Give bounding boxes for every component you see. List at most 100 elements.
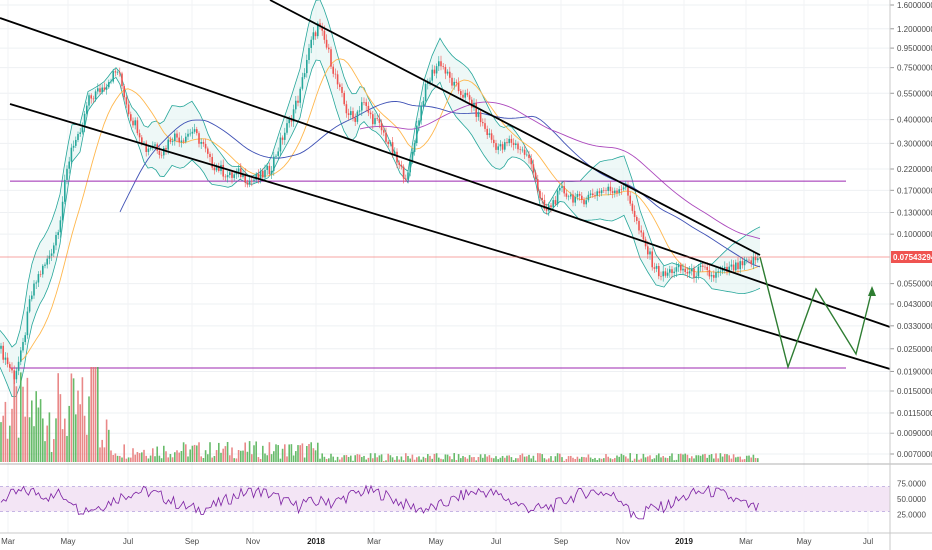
candle-body [438, 61, 440, 67]
candle-body [92, 98, 95, 100]
candle-body [673, 271, 675, 274]
volume-bar [35, 391, 37, 462]
candle-body [345, 104, 348, 114]
volume-bar [11, 408, 13, 462]
volume-bar [75, 414, 77, 462]
volume-bar [125, 458, 128, 462]
volume-bar [710, 454, 713, 462]
candle-body [123, 86, 125, 98]
volume-bar [479, 454, 482, 462]
volume-bar [358, 454, 361, 462]
volume-bar [92, 367, 95, 462]
volume-bar [46, 425, 48, 462]
volume-bar [363, 455, 365, 462]
candle-body [572, 194, 574, 203]
volume-bar [618, 456, 620, 462]
candle-body [189, 133, 191, 135]
volume-bar [341, 457, 343, 462]
candle-body [746, 259, 748, 261]
price-axis[interactable]: 1.60000000 1.20000000 0.95000000 0.75000000… [890, 1, 932, 459]
candle-body [444, 66, 447, 74]
volume-bar [235, 458, 238, 462]
volume-bar [567, 456, 570, 462]
candle-body [284, 132, 286, 140]
volume-bar [464, 457, 466, 462]
candle-body [312, 32, 315, 40]
x-tick-label: Nov [246, 537, 260, 546]
volume-bar [438, 457, 440, 462]
volume-bar [288, 444, 290, 462]
volume-bar [141, 452, 143, 462]
x-tick-label: 2019 [675, 537, 693, 546]
candle-body [178, 137, 180, 143]
volume-bar [576, 456, 579, 462]
candle-body [50, 253, 53, 256]
candle-body [204, 143, 207, 149]
volume-bar [233, 458, 235, 462]
volume-bar [81, 377, 84, 462]
candle-body [2, 345, 4, 360]
volume-bar [110, 450, 112, 462]
volume-bar [585, 457, 587, 462]
candle-body [625, 186, 627, 188]
candle-body [253, 179, 255, 181]
candle-body [145, 142, 147, 152]
volume-bar [726, 454, 728, 462]
rsi-band [0, 486, 890, 512]
candle-body [464, 92, 466, 98]
candle-body [103, 87, 106, 90]
volume-bar [332, 456, 334, 462]
volume-bar [682, 454, 684, 462]
volume-bar [215, 450, 218, 462]
volume-bar [398, 459, 400, 462]
candle-body [495, 143, 497, 150]
volume-bar [275, 444, 277, 462]
volume-bar [680, 453, 682, 462]
volume-bar [706, 457, 708, 462]
volume-bar [409, 458, 411, 462]
volume-bar [402, 460, 405, 462]
volume-bar [343, 455, 345, 462]
volume-bar [493, 458, 495, 462]
time-axis[interactable]: Mar May Jul Sep Nov 2018 Mar May Jul Sep Nov 2019 Ma… [1, 537, 873, 546]
volume-bar [57, 373, 59, 462]
moving-averages [19, 58, 761, 362]
candle-body [704, 266, 706, 268]
candle-body [455, 81, 458, 83]
volume-bar [693, 458, 695, 462]
candle-body [4, 357, 7, 360]
volume-bar [171, 457, 174, 462]
volume-bar [752, 454, 755, 462]
volume-bar [453, 453, 455, 462]
candle-body [517, 143, 519, 150]
candle-body [735, 262, 737, 271]
candle-body [176, 133, 178, 138]
candle-body [519, 149, 521, 150]
candle-body [539, 190, 541, 198]
candle-body [299, 88, 301, 103]
candle-body [75, 139, 77, 146]
volume-bar [284, 444, 286, 462]
volume-bar [264, 453, 266, 462]
volume-bar [163, 445, 165, 462]
volume-bar [471, 457, 473, 462]
candle-body [108, 82, 110, 88]
candle-body [383, 130, 385, 133]
volume-bar [136, 452, 139, 462]
volume-bar [616, 455, 618, 462]
volume-bar [561, 457, 563, 462]
y-tick-label: 0.95000000 [897, 44, 932, 53]
candle-body [303, 73, 306, 78]
candle-body [33, 283, 35, 296]
volume-bar [314, 450, 317, 462]
candle-body [488, 133, 491, 136]
candle-body [587, 194, 590, 201]
rsi-tick-label: 25.0000 [897, 511, 926, 520]
candle-body [257, 173, 260, 179]
volume-bar [64, 418, 66, 462]
candle-body [506, 142, 508, 144]
volume-bar [218, 442, 220, 462]
candle-body [431, 69, 433, 81]
candle-body [314, 32, 317, 37]
candle-body [699, 265, 702, 267]
